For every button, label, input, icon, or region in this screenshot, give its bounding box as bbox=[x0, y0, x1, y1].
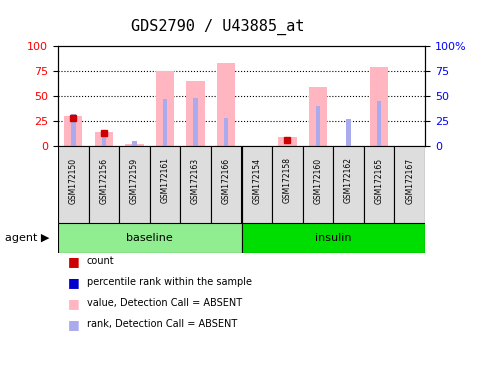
Text: GSM172154: GSM172154 bbox=[252, 157, 261, 204]
FancyBboxPatch shape bbox=[119, 146, 150, 223]
Bar bbox=[132, 141, 137, 146]
Text: value, Detection Call = ABSENT: value, Detection Call = ABSENT bbox=[87, 298, 242, 308]
Text: GSM172163: GSM172163 bbox=[191, 157, 200, 204]
Bar bbox=[377, 101, 382, 146]
FancyBboxPatch shape bbox=[242, 223, 425, 253]
Text: ■: ■ bbox=[68, 276, 79, 289]
Text: count: count bbox=[87, 256, 114, 266]
FancyBboxPatch shape bbox=[242, 146, 272, 223]
FancyBboxPatch shape bbox=[58, 146, 88, 223]
Bar bbox=[346, 119, 351, 146]
FancyBboxPatch shape bbox=[88, 146, 119, 223]
Text: GSM172150: GSM172150 bbox=[69, 157, 78, 204]
Text: GSM172156: GSM172156 bbox=[99, 157, 108, 204]
Bar bbox=[193, 98, 198, 146]
Bar bbox=[71, 114, 75, 146]
Bar bbox=[156, 71, 174, 146]
Bar bbox=[186, 81, 205, 146]
Text: ■: ■ bbox=[68, 255, 79, 268]
FancyBboxPatch shape bbox=[364, 146, 395, 223]
Text: percentile rank within the sample: percentile rank within the sample bbox=[87, 277, 252, 287]
Bar bbox=[163, 99, 167, 146]
Text: baseline: baseline bbox=[127, 233, 173, 243]
FancyBboxPatch shape bbox=[303, 146, 333, 223]
FancyBboxPatch shape bbox=[58, 223, 242, 253]
Text: GSM172162: GSM172162 bbox=[344, 157, 353, 204]
Text: GSM172158: GSM172158 bbox=[283, 157, 292, 204]
Bar bbox=[309, 87, 327, 146]
Bar bbox=[64, 116, 83, 146]
Text: rank, Detection Call = ABSENT: rank, Detection Call = ABSENT bbox=[87, 319, 237, 329]
Bar bbox=[125, 144, 143, 146]
Text: GSM172161: GSM172161 bbox=[160, 157, 170, 204]
Text: insulin: insulin bbox=[315, 233, 352, 243]
Bar bbox=[370, 67, 388, 146]
Bar bbox=[217, 63, 235, 146]
Text: ■: ■ bbox=[68, 318, 79, 331]
Bar bbox=[95, 132, 113, 146]
FancyBboxPatch shape bbox=[211, 146, 242, 223]
FancyBboxPatch shape bbox=[333, 146, 364, 223]
Bar bbox=[316, 106, 320, 146]
FancyBboxPatch shape bbox=[180, 146, 211, 223]
Bar bbox=[101, 134, 106, 146]
Text: GSM172166: GSM172166 bbox=[222, 157, 231, 204]
Bar bbox=[224, 118, 228, 146]
Text: GSM172159: GSM172159 bbox=[130, 157, 139, 204]
Text: agent ▶: agent ▶ bbox=[5, 233, 49, 243]
Bar bbox=[278, 137, 297, 146]
Text: GSM172165: GSM172165 bbox=[375, 157, 384, 204]
Text: GSM172160: GSM172160 bbox=[313, 157, 323, 204]
FancyBboxPatch shape bbox=[150, 146, 180, 223]
Text: GDS2790 / U43885_at: GDS2790 / U43885_at bbox=[131, 18, 304, 35]
FancyBboxPatch shape bbox=[395, 146, 425, 223]
Text: GSM172167: GSM172167 bbox=[405, 157, 414, 204]
Text: ■: ■ bbox=[68, 297, 79, 310]
FancyBboxPatch shape bbox=[272, 146, 303, 223]
